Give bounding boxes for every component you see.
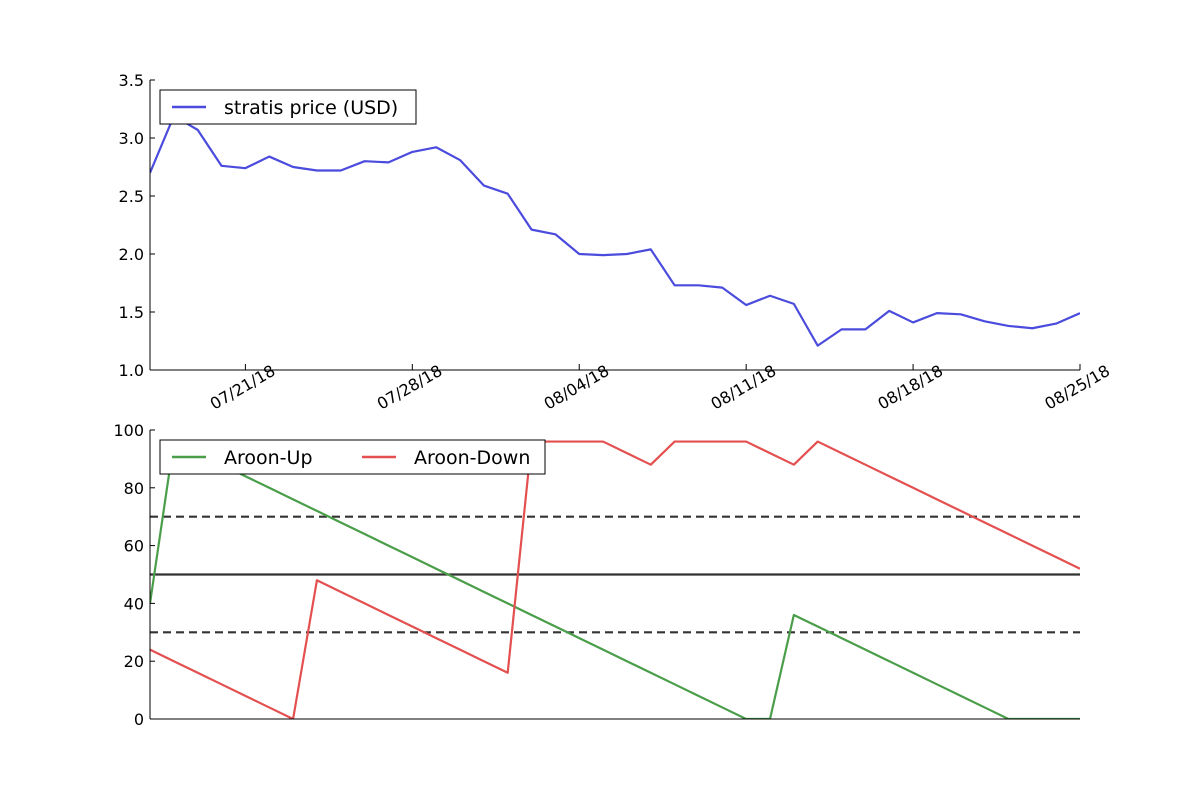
legend: Aroon-Up Aroon-Down: [159, 439, 546, 475]
y-tick-label: 2.0: [119, 245, 144, 264]
y-tick-label: 3.0: [119, 129, 144, 148]
y-tick-label: 100: [113, 421, 144, 440]
series-line-aroon-up: [150, 440, 1080, 719]
y-tick-label: 2.5: [119, 187, 144, 206]
legend-label: Aroon-Up: [224, 447, 313, 469]
panel-aroon: 0 20 40 60 80 100 Aroon-Up Aroon-Down: [113, 421, 1080, 729]
legend-box: [159, 439, 546, 475]
y-tick-label: 1.0: [119, 361, 144, 380]
series-line-aroon-down: [150, 440, 1080, 719]
x-tick-label: 08/04/18: [541, 361, 613, 413]
series-line-stratis-price-usd: [150, 114, 1080, 347]
x-tick-label: 07/21/18: [207, 361, 279, 413]
x-tick-label: 08/18/18: [874, 361, 946, 413]
legend-label: Aroon-Down: [414, 447, 530, 469]
y-tick-label: 1.5: [119, 303, 144, 322]
x-tick-label: 08/25/18: [1041, 361, 1113, 413]
y-tick-label: 60: [124, 537, 144, 556]
panel-price: 1.0 1.5 2.0 2.5 3.0 3.5 07/21/18 07/28/18 08/04/…: [119, 71, 1114, 413]
legend: stratis price (USD): [159, 89, 417, 125]
y-tick-label: 40: [124, 594, 144, 613]
x-tick-label: 08/11/18: [708, 361, 780, 413]
y-tick-label: 80: [124, 479, 144, 498]
legend-label: stratis price (USD): [224, 97, 398, 119]
y-tick-label: 3.5: [119, 71, 144, 90]
y-tick-label: 20: [124, 652, 144, 671]
y-tick-label: 0: [134, 710, 144, 729]
x-tick-label: 07/28/18: [374, 361, 446, 413]
